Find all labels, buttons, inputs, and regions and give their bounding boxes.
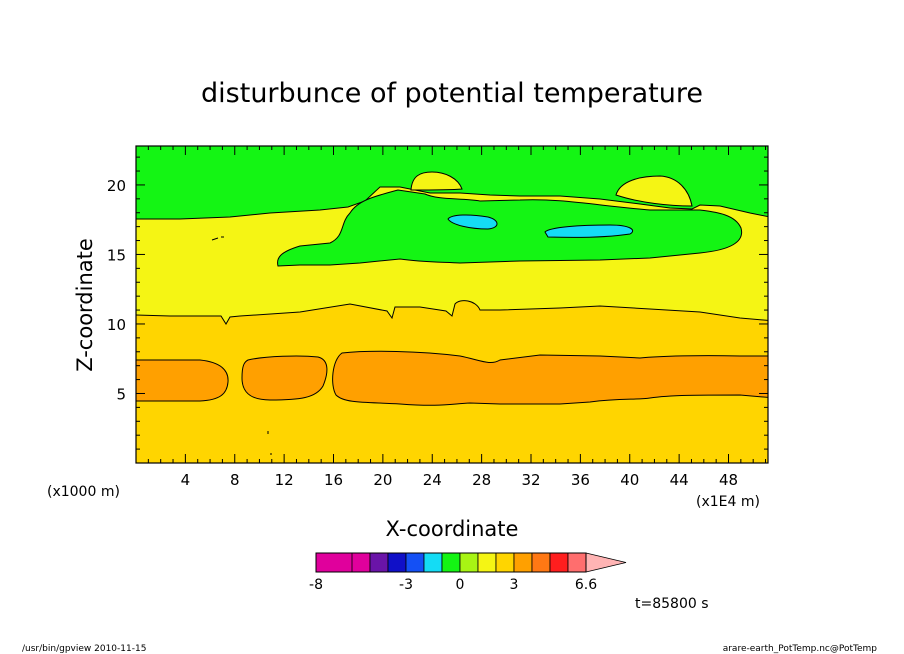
colorbar-box bbox=[351, 552, 371, 573]
colorbar-box bbox=[513, 552, 533, 573]
x-tick-label: 8 bbox=[230, 471, 240, 489]
x-tick-label: 32 bbox=[521, 471, 540, 489]
x-unit-left: (x1000 m) bbox=[47, 484, 120, 500]
y-axis-label: Z-coordinate bbox=[73, 238, 97, 372]
band-orange-1 bbox=[136, 359, 229, 402]
band-orange-3 bbox=[332, 350, 768, 406]
band-green-mid bbox=[277, 189, 743, 267]
colorbar-box bbox=[423, 552, 443, 573]
stray-mark-2 bbox=[267, 431, 272, 455]
colorbar-box bbox=[567, 552, 587, 573]
band-yellow-island-1 bbox=[410, 171, 463, 191]
band-yellow-island-2 bbox=[615, 175, 693, 207]
chart-title: disturbunce of potential temperature bbox=[201, 78, 703, 109]
x-tick-labels: 4 8 12 16 20 24 28 32 36 40 44 48 bbox=[181, 471, 738, 489]
footer-right: arare-earth_PotTemp.nc@PotTemp bbox=[723, 644, 878, 654]
colorbar-labels: -8 -3 0 3 6.6 bbox=[309, 577, 597, 593]
x-tick-label: 28 bbox=[472, 471, 491, 489]
colorbar-box bbox=[549, 552, 569, 573]
colorbar-box bbox=[441, 552, 461, 573]
y-tick-label: 5 bbox=[116, 385, 126, 403]
x-tick-label: 48 bbox=[719, 471, 738, 489]
band-cyan-island-2 bbox=[544, 224, 634, 238]
footer-left: /usr/bin/gpview 2010-11-15 bbox=[22, 644, 146, 654]
x-tick-label: 16 bbox=[324, 471, 343, 489]
colorbar bbox=[315, 552, 627, 573]
colorbar-label: 3 bbox=[510, 577, 519, 593]
colorbar-box bbox=[531, 552, 551, 573]
colorbar-arrow bbox=[585, 552, 627, 573]
x-axis-label: X-coordinate bbox=[386, 517, 519, 541]
colorbar-box bbox=[495, 552, 515, 573]
x-tick-label: 24 bbox=[423, 471, 442, 489]
x-tick-label: 40 bbox=[620, 471, 639, 489]
x-unit-right: (x1E4 m) bbox=[696, 494, 760, 510]
colorbar-box bbox=[405, 552, 425, 573]
x-tick-label: 36 bbox=[571, 471, 590, 489]
y-tick-label: 15 bbox=[107, 246, 126, 264]
plot-area bbox=[136, 146, 768, 463]
colorbar-label: 0 bbox=[456, 577, 465, 593]
colorbar-box bbox=[387, 552, 407, 573]
colorbar-box bbox=[477, 552, 497, 573]
x-tick-label: 4 bbox=[181, 471, 191, 489]
colorbar-frame bbox=[315, 552, 587, 573]
y-tick-labels: 5 10 15 20 bbox=[107, 177, 126, 404]
colorbar-box bbox=[315, 552, 335, 573]
y-tick-label: 20 bbox=[107, 177, 126, 195]
stray-mark-1 bbox=[211, 236, 224, 241]
plot-frame bbox=[135, 145, 769, 464]
y-tick-label: 10 bbox=[107, 316, 126, 334]
x-tick-label: 44 bbox=[670, 471, 689, 489]
colorbar-box bbox=[369, 552, 389, 573]
colorbar-label: 6.6 bbox=[575, 577, 597, 593]
x-tick-label: 12 bbox=[275, 471, 294, 489]
colorbar-label: -3 bbox=[399, 577, 413, 593]
band-cyan-island-1 bbox=[447, 214, 498, 230]
axis-ticks bbox=[136, 146, 768, 463]
x-tick-label: 20 bbox=[373, 471, 392, 489]
colorbar-box bbox=[459, 552, 479, 573]
colorbar-box bbox=[333, 552, 353, 573]
band-orange-2 bbox=[241, 355, 328, 401]
colorbar-label: -8 bbox=[309, 577, 323, 593]
time-label: t=85800 s bbox=[635, 596, 709, 612]
